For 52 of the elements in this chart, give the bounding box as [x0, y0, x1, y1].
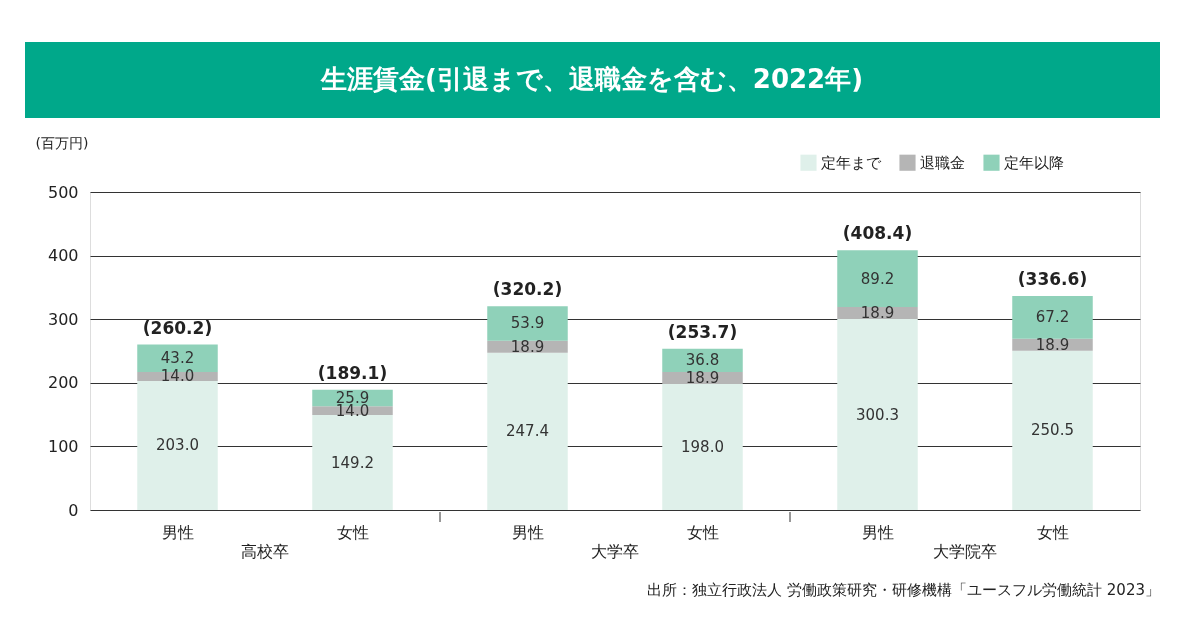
data-label: 14.0: [160, 367, 195, 386]
data-label: 149.2: [331, 453, 374, 472]
bar: [1012, 350, 1093, 510]
data-label: 203.0: [156, 436, 199, 455]
total-label: (260.2): [142, 317, 213, 338]
total-label: (253.7): [667, 321, 738, 342]
bar: [487, 306, 568, 341]
data-label: 300.3: [856, 405, 899, 424]
total-label: (336.6): [1017, 268, 1088, 289]
data-label: 67.2: [1035, 308, 1070, 327]
x-tick-label: 女性: [1037, 522, 1069, 542]
y-tick-label: 300: [47, 309, 79, 329]
data-label: 89.2: [860, 269, 895, 288]
bar: [312, 415, 393, 510]
text: 高校卒: [241, 542, 289, 561]
data-label: 18.9: [860, 304, 895, 322]
x-tick-label: 男性: [162, 522, 194, 542]
data-label: 18.9: [1035, 335, 1070, 354]
bar: [837, 319, 918, 510]
data-label: 36.8: [685, 351, 720, 370]
data-label: 43.2: [160, 349, 195, 368]
data-label: 18.9: [510, 337, 545, 356]
text: 出所：独立行政法人 労働政策研究・研修機構「ユースフル労働統計 2023」: [647, 581, 1160, 599]
x-tick-label: 女性: [687, 522, 719, 542]
y-tick-label: 500: [47, 182, 79, 202]
data-label: 53.9: [510, 314, 545, 333]
bar: [137, 380, 218, 510]
total-label: (320.2): [492, 279, 563, 300]
bar: [662, 384, 743, 510]
bar: [487, 352, 568, 510]
total-label: (189.1): [317, 362, 388, 383]
y-tick-label: 200: [47, 373, 79, 393]
bar: [837, 250, 918, 307]
data-label: 250.5: [1031, 421, 1074, 440]
x-tick-label: 男性: [862, 522, 894, 542]
y-tick-label: 0: [68, 500, 79, 520]
y-tick-label: 100: [47, 436, 79, 456]
data-label: 247.4: [506, 422, 549, 441]
chart-title: 生涯賃金(引退まで、退職金を含む、2022年): [319, 64, 864, 94]
x-tick-label: 男性: [512, 522, 544, 542]
legend-label: 定年以降: [1004, 153, 1064, 172]
x-tick-label: 女性: [337, 522, 369, 542]
legend-label: 退職金: [920, 153, 965, 172]
text: 大学院卒: [933, 542, 997, 561]
legend-label: 定年まで: [821, 153, 882, 172]
bar: [1012, 295, 1093, 339]
y-axis-title: (百万円): [35, 134, 89, 151]
data-label: 18.9: [685, 369, 720, 388]
data-label: 198.0: [681, 438, 724, 457]
total-label: (408.4): [842, 223, 913, 244]
text: 大学卒: [591, 542, 639, 561]
y-tick-label: 400: [47, 246, 79, 266]
